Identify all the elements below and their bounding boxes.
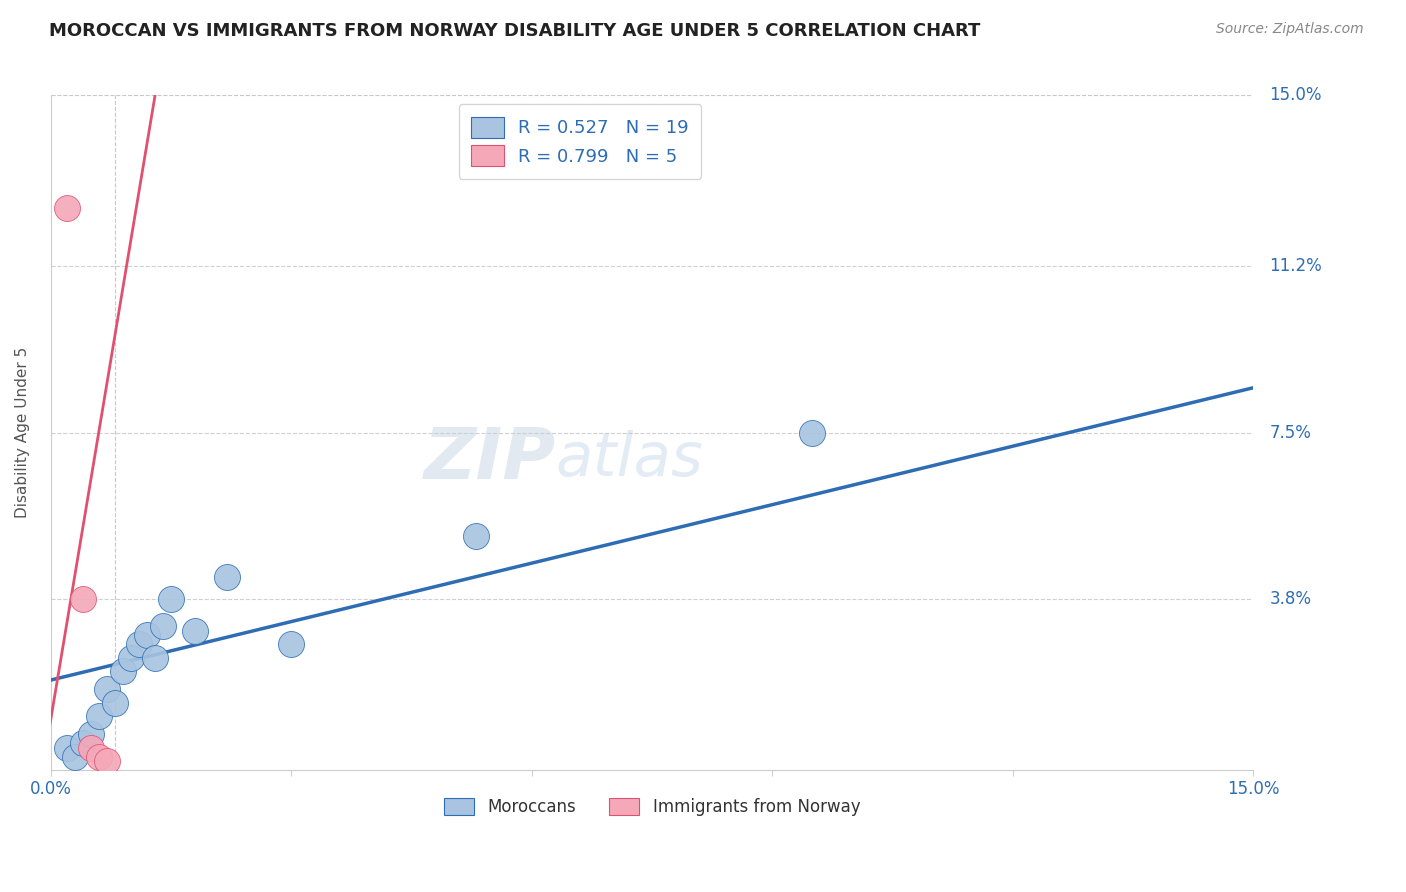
Point xyxy=(160,592,183,607)
Point xyxy=(96,681,118,696)
Text: Source: ZipAtlas.com: Source: ZipAtlas.com xyxy=(1216,22,1364,37)
Point xyxy=(87,709,110,723)
Point xyxy=(80,727,103,741)
Text: MOROCCAN VS IMMIGRANTS FROM NORWAY DISABILITY AGE UNDER 5 CORRELATION CHART: MOROCCAN VS IMMIGRANTS FROM NORWAY DISAB… xyxy=(49,22,980,40)
Text: 11.2%: 11.2% xyxy=(1270,257,1322,276)
Point xyxy=(184,624,207,638)
Point xyxy=(87,749,110,764)
Point xyxy=(96,754,118,768)
Text: 7.5%: 7.5% xyxy=(1270,424,1312,442)
Point xyxy=(72,736,94,750)
Point xyxy=(152,619,174,633)
Point xyxy=(464,529,486,543)
Text: 3.8%: 3.8% xyxy=(1270,591,1312,608)
Point xyxy=(63,749,86,764)
Point xyxy=(56,740,79,755)
Point xyxy=(801,425,824,440)
Point xyxy=(120,650,142,665)
Point xyxy=(128,637,150,651)
Point xyxy=(80,740,103,755)
Point xyxy=(111,664,134,678)
Point xyxy=(56,201,79,215)
Point xyxy=(136,628,159,642)
Y-axis label: Disability Age Under 5: Disability Age Under 5 xyxy=(15,347,30,518)
Point xyxy=(217,569,239,583)
Point xyxy=(104,696,127,710)
Point xyxy=(143,650,166,665)
Point xyxy=(280,637,302,651)
Point xyxy=(72,592,94,607)
Text: 15.0%: 15.0% xyxy=(1270,87,1322,104)
Legend: Moroccans, Immigrants from Norway: Moroccans, Immigrants from Norway xyxy=(437,791,868,822)
Text: atlas: atlas xyxy=(555,430,704,489)
Text: ZIP: ZIP xyxy=(423,425,555,494)
